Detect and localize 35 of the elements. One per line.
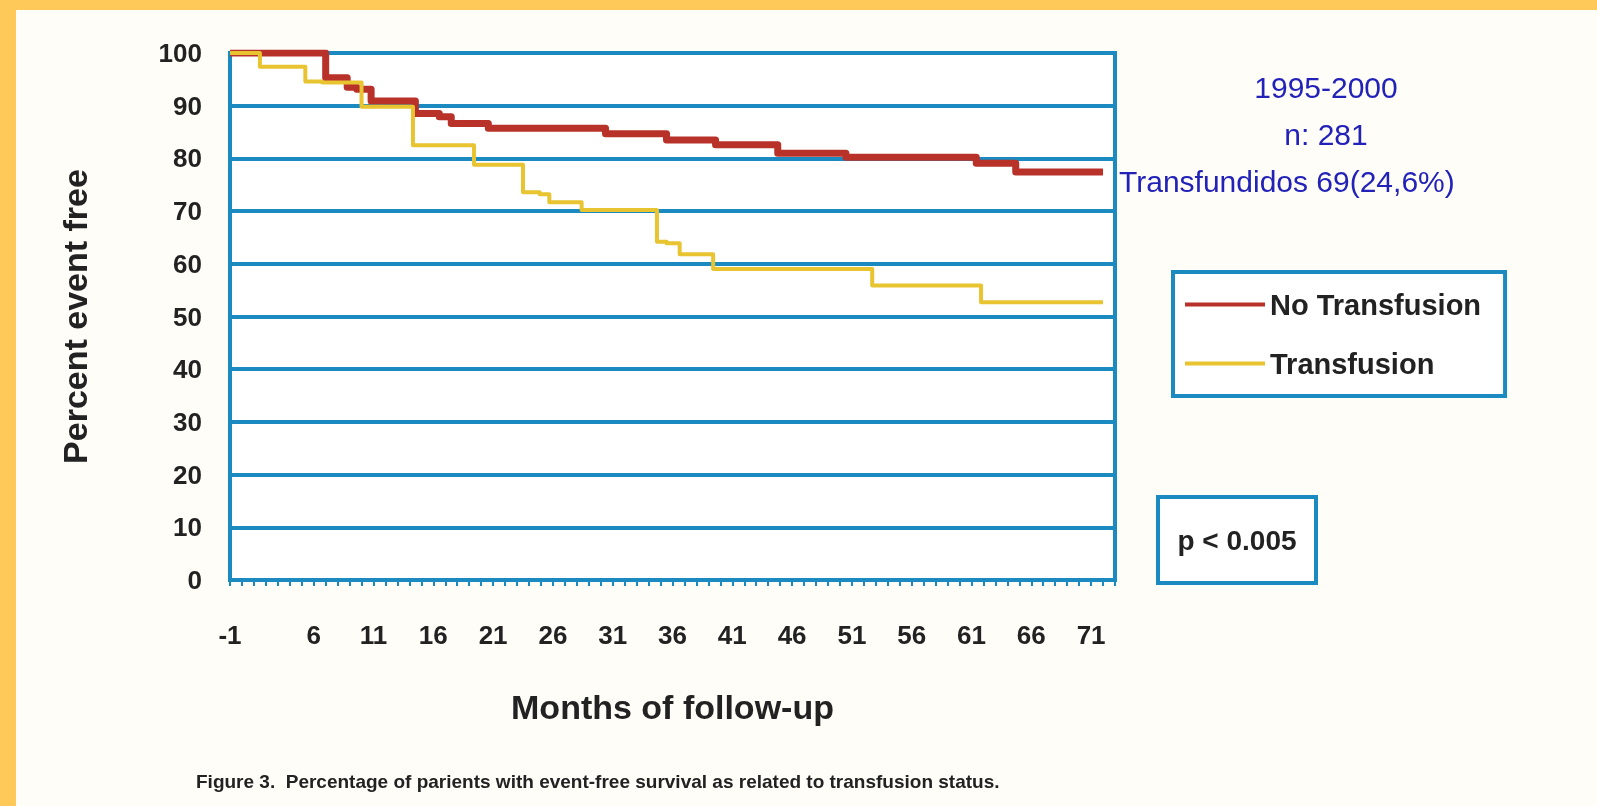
text: 1995-2000 bbox=[1254, 70, 1398, 104]
y-tick-label: 50 bbox=[173, 301, 202, 332]
text: n: 281 bbox=[1284, 117, 1368, 151]
y-tick-label: 30 bbox=[173, 406, 202, 437]
text: Transfundidos 69(24,6%) bbox=[1119, 164, 1455, 198]
y-axis-title: Percent event free bbox=[56, 169, 94, 464]
x-tick-label: 61 bbox=[957, 620, 986, 650]
x-tick-label: 46 bbox=[777, 620, 807, 650]
y-tick-label: 90 bbox=[173, 90, 202, 121]
y-tick-label: 20 bbox=[173, 459, 202, 490]
x-tick-label: 36 bbox=[658, 620, 687, 650]
x-tick-label: 16 bbox=[418, 620, 448, 650]
y-tick-label: 100 bbox=[158, 38, 202, 68]
x-tick-label: 21 bbox=[478, 620, 508, 650]
caption: Figure 3. Percentage of parients with event-free survival as related to transfusion status. bbox=[196, 771, 1000, 792]
x-tick-label: 31 bbox=[598, 620, 628, 650]
x-axis-title: Months of follow-up bbox=[511, 688, 834, 726]
x-tick-label: 51 bbox=[837, 620, 867, 650]
y-tick-label: 0 bbox=[187, 565, 202, 595]
x-tick-label: -1 bbox=[218, 620, 242, 650]
x-tick-label: 71 bbox=[1076, 620, 1106, 650]
y-tick-label: 60 bbox=[173, 248, 202, 279]
y-tick-label: 10 bbox=[173, 512, 202, 543]
x-tick-label: 11 bbox=[359, 620, 388, 650]
x-tick-label: 26 bbox=[538, 620, 568, 650]
x-tick-label: 66 bbox=[1016, 620, 1046, 650]
x-tick-label: 41 bbox=[717, 620, 747, 650]
y-tick-label: 70 bbox=[173, 196, 202, 227]
x-tick-label: 56 bbox=[897, 620, 927, 650]
y-tick-label: 80 bbox=[173, 143, 202, 174]
text: p < 0.005 bbox=[1177, 524, 1297, 556]
y-tick-label: 40 bbox=[173, 354, 202, 385]
legend-label: No Transfusion bbox=[1270, 288, 1482, 321]
x-tick-label: 6 bbox=[306, 620, 321, 650]
legend-label: Transfusion bbox=[1270, 347, 1435, 380]
